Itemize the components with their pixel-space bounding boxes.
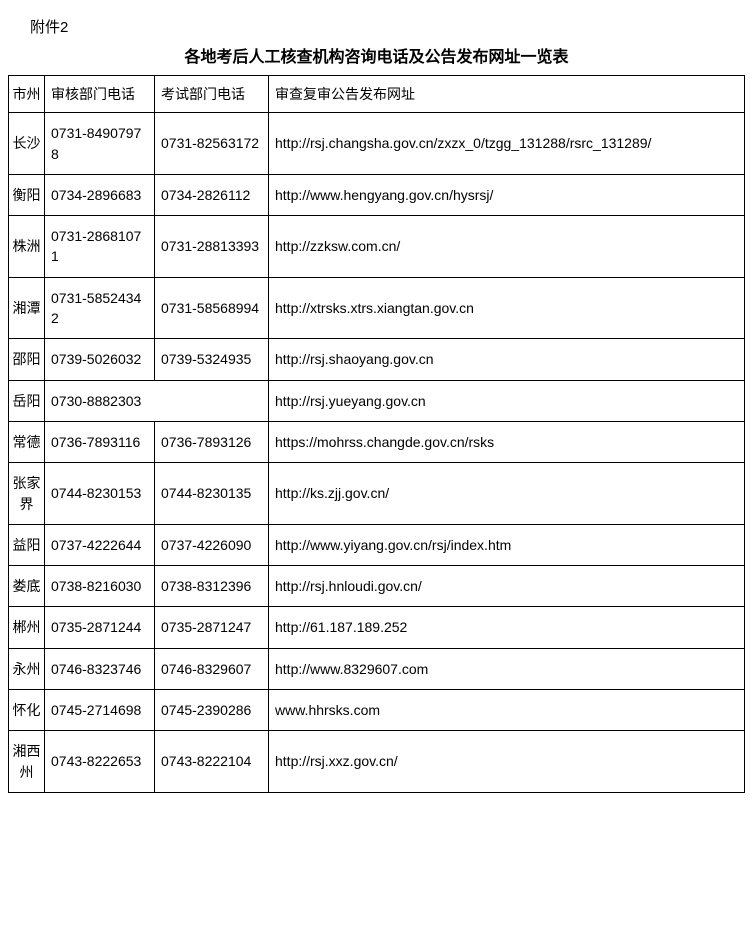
cell-url: http://rsj.shaoyang.gov.cn	[269, 339, 745, 380]
cell-exam-phone: 0735-2871247	[155, 607, 269, 648]
cell-url: http://xtrsks.xtrs.xiangtan.gov.cn	[269, 277, 745, 339]
cell-review-phone: 0735-2871244	[45, 607, 155, 648]
cell-review-phone: 0746-8323746	[45, 648, 155, 689]
cell-review-phone: 0731-58524342	[45, 277, 155, 339]
table-row: 娄底0738-82160300738-8312396http://rsj.hnl…	[9, 566, 745, 607]
cell-url: http://zzksw.com.cn/	[269, 216, 745, 278]
cell-city: 长沙	[9, 113, 45, 175]
cell-exam-phone: 0745-2390286	[155, 690, 269, 731]
col-header-url: 审查复审公告发布网址	[269, 76, 745, 113]
cell-review-phone: 0731-28681071	[45, 216, 155, 278]
cell-review-phone: 0745-2714698	[45, 690, 155, 731]
cell-exam-phone: 0731-58568994	[155, 277, 269, 339]
cell-exam-phone: 0737-4226090	[155, 524, 269, 565]
col-header-exam-phone: 考试部门电话	[155, 76, 269, 113]
table-row: 怀化0745-27146980745-2390286www.hhrsks.com	[9, 690, 745, 731]
cell-city: 常德	[9, 421, 45, 462]
cell-city: 衡阳	[9, 174, 45, 215]
cell-city: 株洲	[9, 216, 45, 278]
col-header-review-phone: 审核部门电话	[45, 76, 155, 113]
cell-exam-phone: 0743-8222104	[155, 731, 269, 793]
cell-url: http://www.8329607.com	[269, 648, 745, 689]
col-header-city: 市州	[9, 76, 45, 113]
cell-city: 湘潭	[9, 277, 45, 339]
table-row: 长沙0731-849079780731-82563172http://rsj.c…	[9, 113, 745, 175]
table-header-row: 市州 审核部门电话 考试部门电话 审查复审公告发布网址	[9, 76, 745, 113]
table-row: 株洲0731-286810710731-28813393http://zzksw…	[9, 216, 745, 278]
contact-table: 市州 审核部门电话 考试部门电话 审查复审公告发布网址 长沙0731-84907…	[8, 75, 745, 793]
cell-review-phone: 0739-5026032	[45, 339, 155, 380]
attachment-label: 附件2	[30, 16, 745, 37]
cell-url: http://rsj.yueyang.gov.cn	[269, 380, 745, 421]
page-title: 各地考后人工核查机构咨询电话及公告发布网址一览表	[8, 43, 745, 67]
table-row: 郴州0735-28712440735-2871247http://61.187.…	[9, 607, 745, 648]
table-row: 湘潭0731-585243420731-58568994http://xtrsk…	[9, 277, 745, 339]
cell-city: 湘西州	[9, 731, 45, 793]
cell-url: http://61.187.189.252	[269, 607, 745, 648]
cell-url: http://rsj.xxz.gov.cn/	[269, 731, 745, 793]
table-row: 永州0746-83237460746-8329607http://www.832…	[9, 648, 745, 689]
cell-url: http://www.yiyang.gov.cn/rsj/index.htm	[269, 524, 745, 565]
table-row: 衡阳0734-28966830734-2826112http://www.hen…	[9, 174, 745, 215]
cell-review-phone: 0736-7893116	[45, 421, 155, 462]
cell-review-phone: 0734-2896683	[45, 174, 155, 215]
cell-exam-phone: 0731-82563172	[155, 113, 269, 175]
table-row: 邵阳0739-50260320739-5324935http://rsj.sha…	[9, 339, 745, 380]
cell-exam-phone: 0744-8230135	[155, 463, 269, 525]
cell-city: 张家界	[9, 463, 45, 525]
cell-exam-phone: 0731-28813393	[155, 216, 269, 278]
cell-url: www.hhrsks.com	[269, 690, 745, 731]
table-row: 岳阳0730-8882303http://rsj.yueyang.gov.cn	[9, 380, 745, 421]
cell-city: 永州	[9, 648, 45, 689]
cell-url: http://www.hengyang.gov.cn/hysrsj/	[269, 174, 745, 215]
table-row: 益阳0737-42226440737-4226090http://www.yiy…	[9, 524, 745, 565]
cell-city: 郴州	[9, 607, 45, 648]
cell-exam-phone: 0739-5324935	[155, 339, 269, 380]
cell-exam-phone: 0746-8329607	[155, 648, 269, 689]
cell-review-phone: 0731-84907978	[45, 113, 155, 175]
table-row: 湘西州0743-82226530743-8222104http://rsj.xx…	[9, 731, 745, 793]
cell-exam-phone: 0738-8312396	[155, 566, 269, 607]
cell-city: 娄底	[9, 566, 45, 607]
cell-city: 益阳	[9, 524, 45, 565]
cell-city: 怀化	[9, 690, 45, 731]
cell-review-phone: 0737-4222644	[45, 524, 155, 565]
cell-exam-phone: 0736-7893126	[155, 421, 269, 462]
table-row: 张家界0744-82301530744-8230135http://ks.zjj…	[9, 463, 745, 525]
cell-url: https://mohrss.changde.gov.cn/rsks	[269, 421, 745, 462]
cell-review-phone: 0738-8216030	[45, 566, 155, 607]
cell-url: http://ks.zjj.gov.cn/	[269, 463, 745, 525]
table-row: 常德0736-78931160736-7893126https://mohrss…	[9, 421, 745, 462]
cell-phone-merged: 0730-8882303	[45, 380, 269, 421]
cell-url: http://rsj.hnloudi.gov.cn/	[269, 566, 745, 607]
cell-review-phone: 0744-8230153	[45, 463, 155, 525]
cell-exam-phone: 0734-2826112	[155, 174, 269, 215]
cell-url: http://rsj.changsha.gov.cn/zxzx_0/tzgg_1…	[269, 113, 745, 175]
cell-city: 邵阳	[9, 339, 45, 380]
cell-city: 岳阳	[9, 380, 45, 421]
cell-review-phone: 0743-8222653	[45, 731, 155, 793]
table-body: 长沙0731-849079780731-82563172http://rsj.c…	[9, 113, 745, 793]
